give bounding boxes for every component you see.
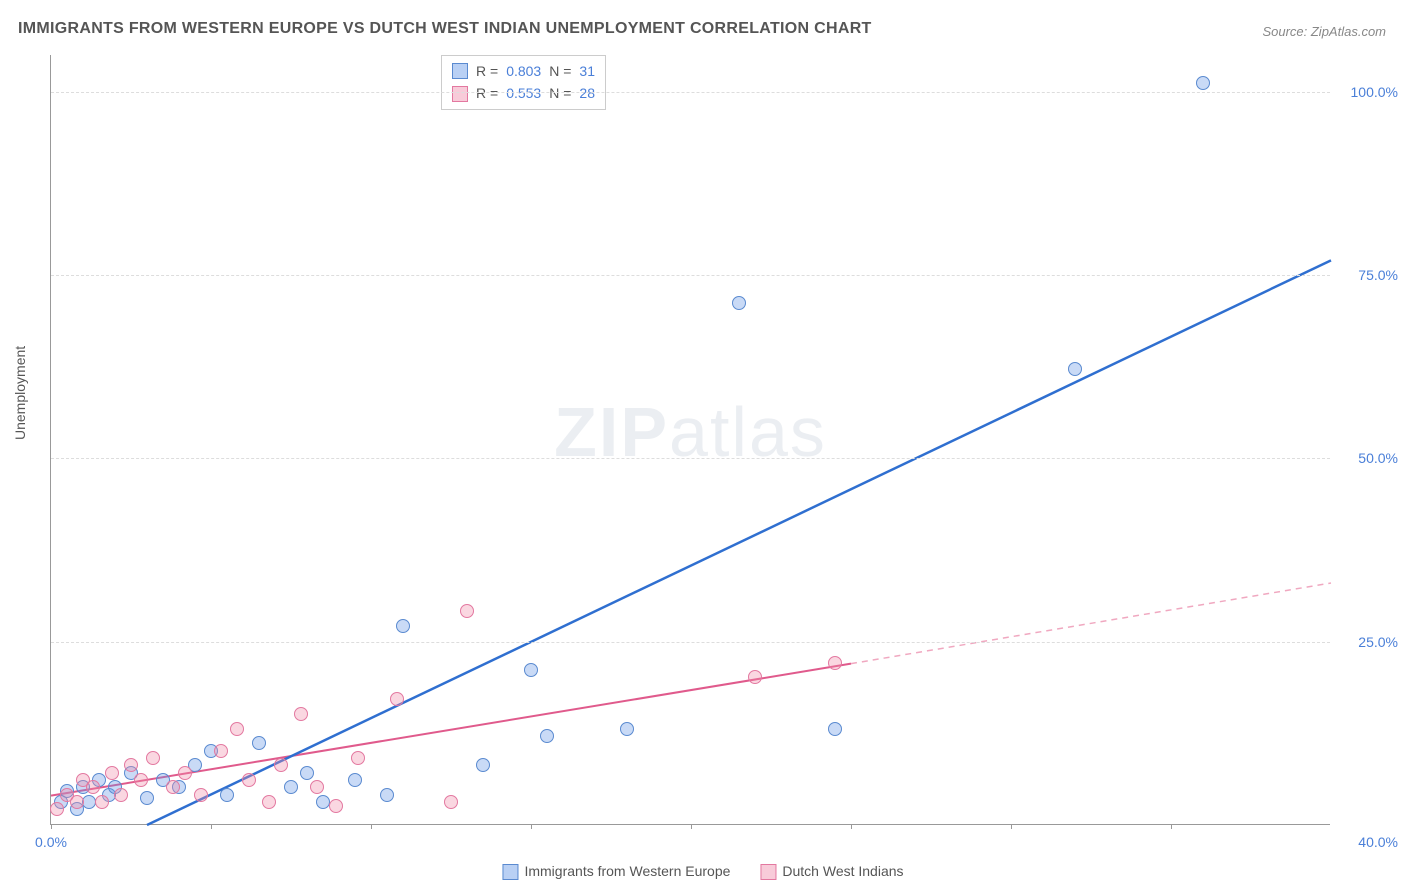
chart-container: IMMIGRANTS FROM WESTERN EUROPE VS DUTCH … [0, 0, 1406, 892]
n-value: 28 [579, 82, 595, 104]
x-tick-mark [531, 824, 532, 829]
point-dutch-west-indian [262, 795, 276, 809]
point-dutch-west-indian [351, 751, 365, 765]
y-axis-label: Unemployment [12, 346, 28, 440]
point-western-europe [1068, 362, 1082, 376]
point-western-europe [380, 788, 394, 802]
point-dutch-west-indian [124, 758, 138, 772]
trend-line [147, 260, 1331, 825]
point-dutch-west-indian [95, 795, 109, 809]
point-western-europe [540, 729, 554, 743]
x-tick-mark [51, 824, 52, 829]
point-dutch-west-indian [70, 795, 84, 809]
point-dutch-west-indian [242, 773, 256, 787]
trend-line [51, 664, 851, 796]
point-dutch-west-indian [194, 788, 208, 802]
point-dutch-west-indian [50, 802, 64, 816]
legend-swatch [502, 864, 518, 880]
point-western-europe [300, 766, 314, 780]
point-western-europe [1196, 76, 1210, 90]
point-western-europe [828, 722, 842, 736]
watermark: ZIPatlas [554, 392, 827, 472]
trend-line [851, 583, 1331, 664]
point-western-europe [348, 773, 362, 787]
point-dutch-west-indian [390, 692, 404, 706]
point-western-europe [732, 296, 746, 310]
trend-lines-layer [51, 55, 1330, 824]
r-value: 0.803 [506, 60, 541, 82]
point-dutch-west-indian [828, 656, 842, 670]
chart-title: IMMIGRANTS FROM WESTERN EUROPE VS DUTCH … [18, 20, 872, 38]
gridline-horizontal [51, 642, 1330, 643]
n-label: N = [549, 60, 571, 82]
legend-swatch [760, 864, 776, 880]
gridline-horizontal [51, 92, 1330, 93]
y-tick-label: 50.0% [1358, 450, 1398, 466]
gridline-horizontal [51, 458, 1330, 459]
point-western-europe [396, 619, 410, 633]
gridline-horizontal [51, 275, 1330, 276]
x-tick-mark [211, 824, 212, 829]
point-western-europe [284, 780, 298, 794]
x-tick-mark [1011, 824, 1012, 829]
x-tick-label-last: 40.0% [1358, 834, 1398, 850]
point-western-europe [140, 791, 154, 805]
point-dutch-west-indian [460, 604, 474, 618]
r-value: 0.553 [506, 82, 541, 104]
point-dutch-west-indian [274, 758, 288, 772]
point-dutch-west-indian [294, 707, 308, 721]
r-label: R = [476, 82, 498, 104]
point-dutch-west-indian [444, 795, 458, 809]
legend-stat-row: R = 0.553 N = 28 [452, 82, 595, 104]
point-western-europe [316, 795, 330, 809]
point-dutch-west-indian [214, 744, 228, 758]
plot-area: ZIPatlas R = 0.803 N = 31R = 0.553 N = 2… [50, 55, 1330, 825]
x-tick-mark [371, 824, 372, 829]
legend-label: Immigrants from Western Europe [524, 863, 730, 879]
legend-swatch [452, 63, 468, 79]
y-tick-label: 25.0% [1358, 634, 1398, 650]
x-tick-mark [691, 824, 692, 829]
point-western-europe [476, 758, 490, 772]
legend-swatch [452, 86, 468, 102]
point-dutch-west-indian [748, 670, 762, 684]
point-dutch-west-indian [178, 766, 192, 780]
y-tick-label: 75.0% [1358, 267, 1398, 283]
point-western-europe [220, 788, 234, 802]
point-dutch-west-indian [134, 773, 148, 787]
series-legend: Immigrants from Western Europe Dutch West… [502, 863, 903, 880]
point-western-europe [524, 663, 538, 677]
source-attribution: Source: ZipAtlas.com [1262, 24, 1386, 39]
x-tick-mark [1171, 824, 1172, 829]
n-label: N = [549, 82, 571, 104]
y-tick-label: 100.0% [1351, 84, 1398, 100]
point-dutch-west-indian [310, 780, 324, 794]
point-dutch-west-indian [146, 751, 160, 765]
point-dutch-west-indian [86, 780, 100, 794]
correlation-legend: R = 0.803 N = 31R = 0.553 N = 28 [441, 55, 606, 110]
r-label: R = [476, 60, 498, 82]
point-dutch-west-indian [114, 788, 128, 802]
x-tick-mark [851, 824, 852, 829]
point-dutch-west-indian [105, 766, 119, 780]
n-value: 31 [579, 60, 595, 82]
point-dutch-west-indian [230, 722, 244, 736]
x-tick-label-first: 0.0% [35, 834, 67, 850]
point-western-europe [252, 736, 266, 750]
legend-stat-row: R = 0.803 N = 31 [452, 60, 595, 82]
legend-item: Dutch West Indians [760, 863, 903, 880]
point-dutch-west-indian [166, 780, 180, 794]
legend-item: Immigrants from Western Europe [502, 863, 730, 880]
legend-label: Dutch West Indians [782, 863, 903, 879]
point-western-europe [620, 722, 634, 736]
point-dutch-west-indian [329, 799, 343, 813]
